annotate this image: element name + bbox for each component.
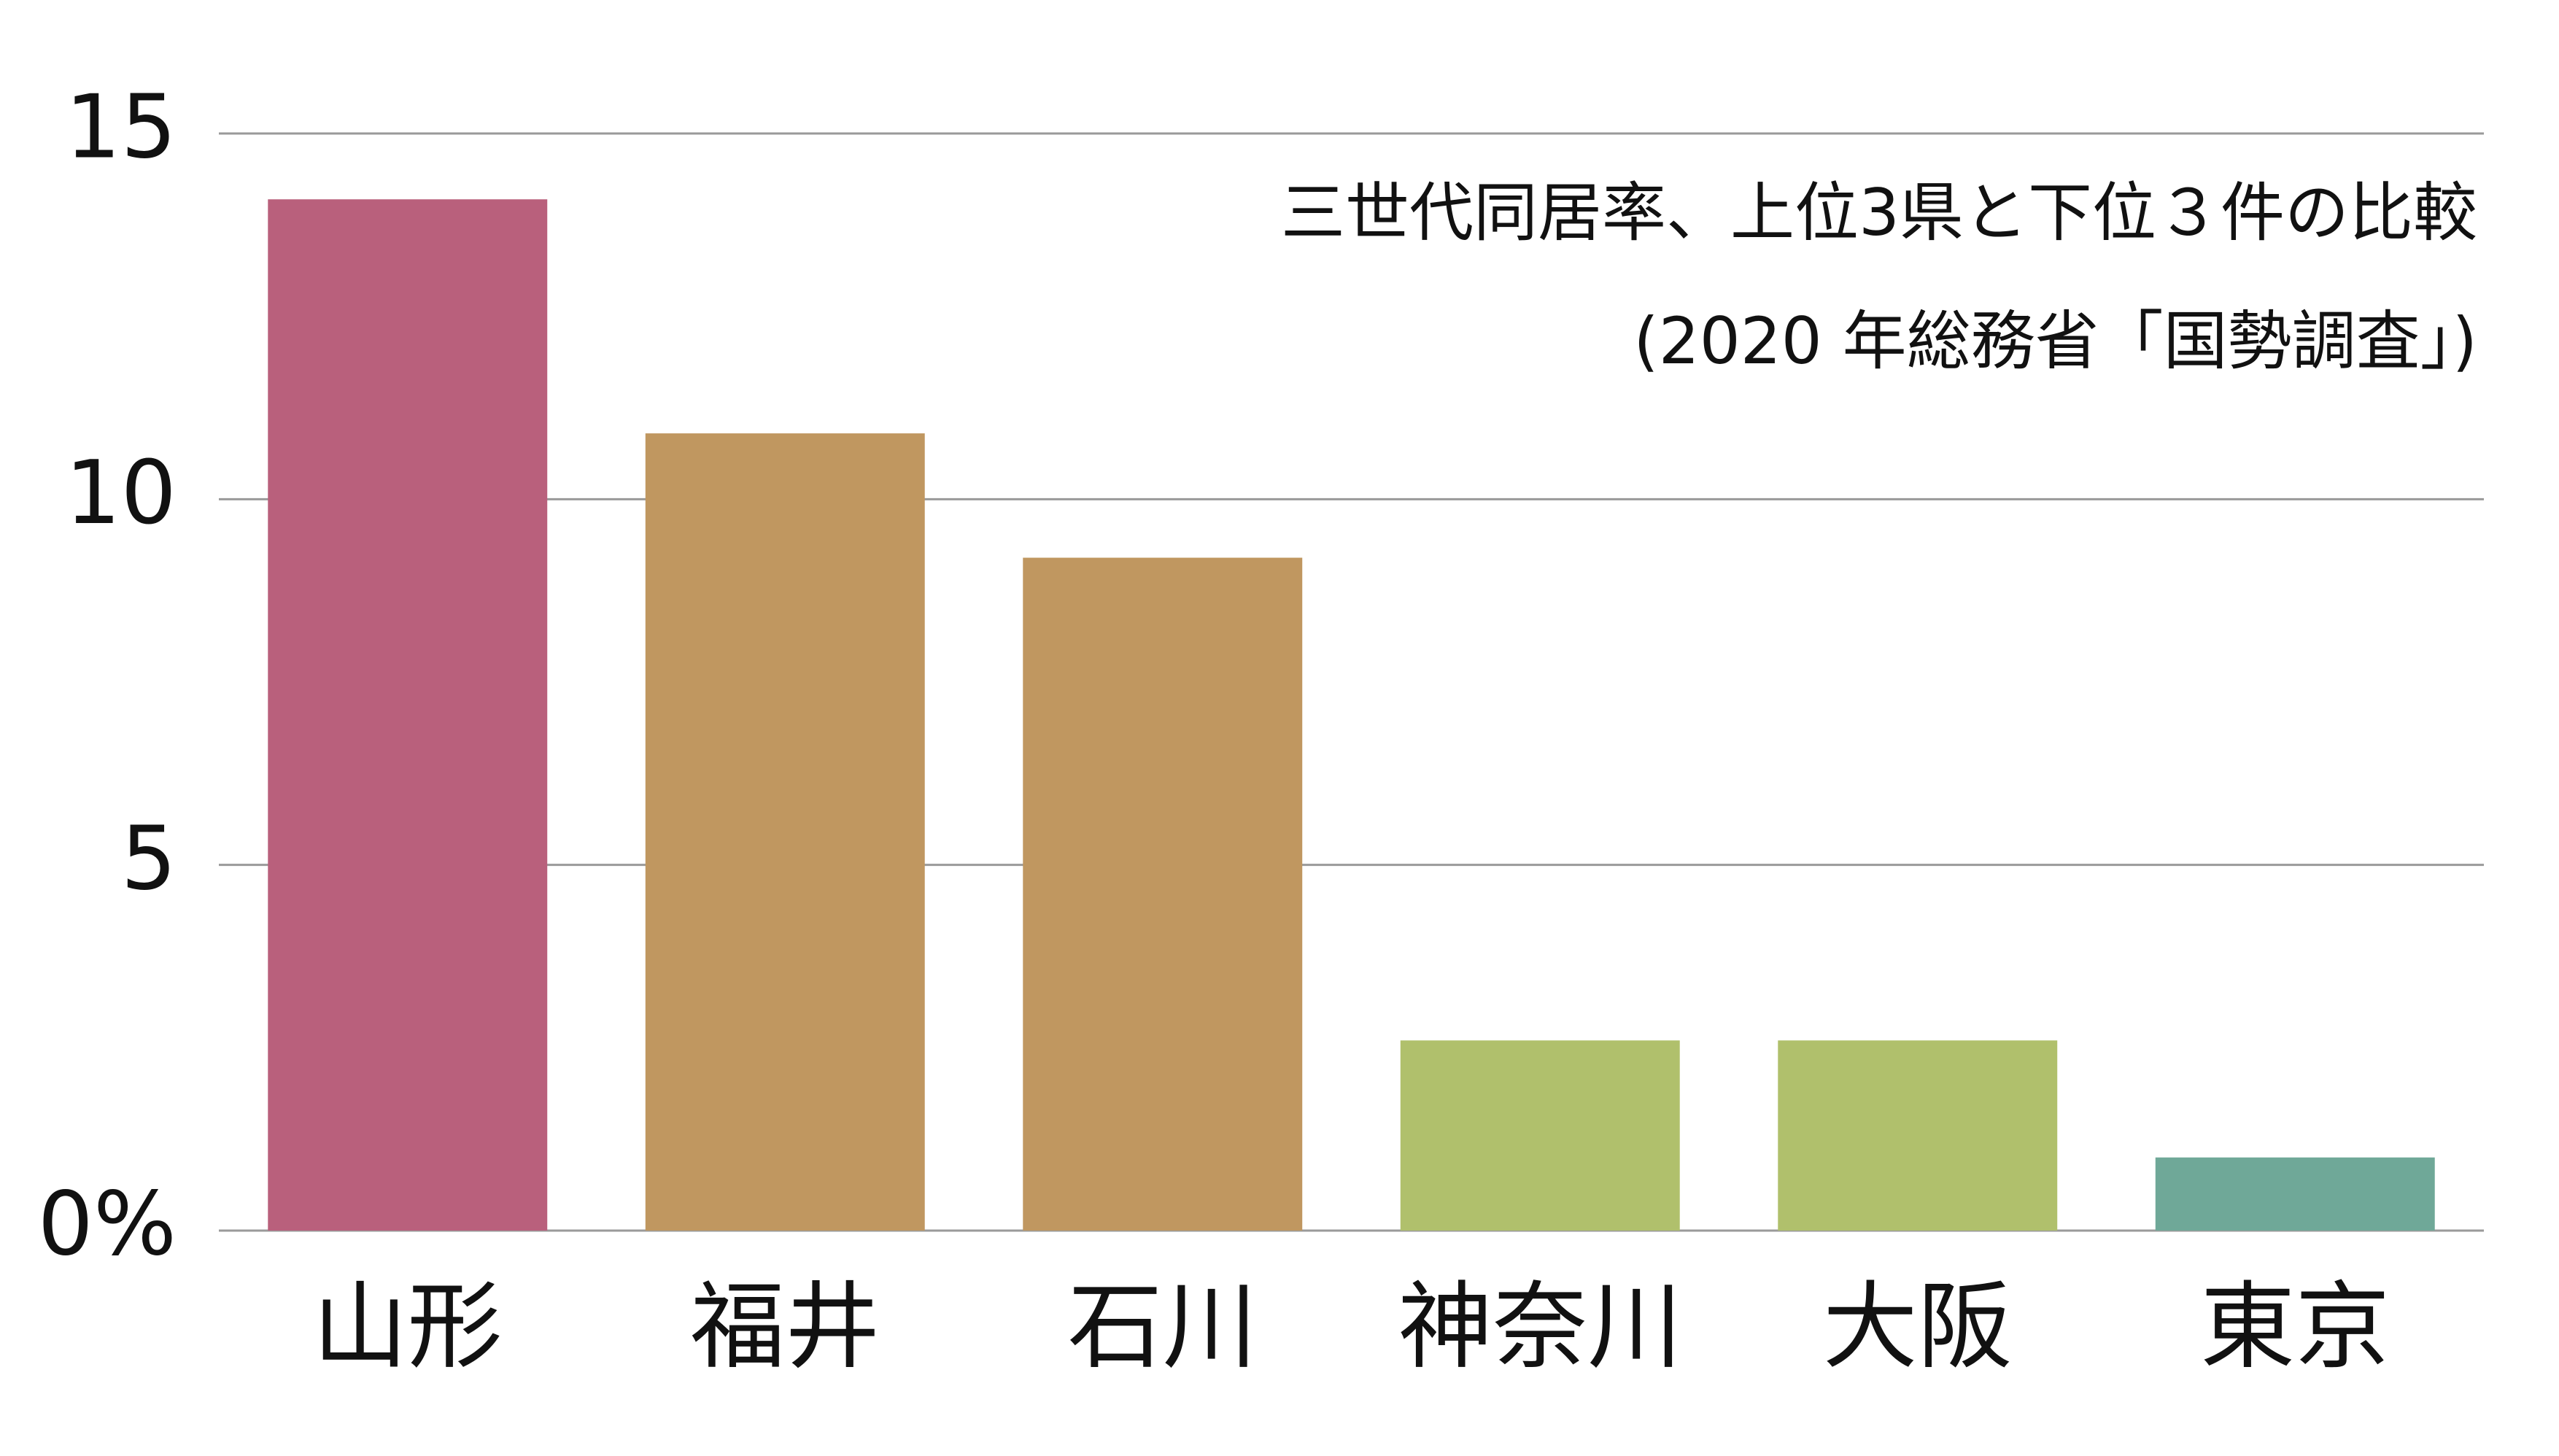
y-tick-label: 10 bbox=[65, 443, 177, 544]
y-tick-label: 15 bbox=[65, 77, 177, 179]
x-tick-label: 大阪 bbox=[1823, 1271, 2013, 1382]
x-tick-label: 東京 bbox=[2200, 1271, 2390, 1382]
x-tick-label: 山形 bbox=[313, 1271, 503, 1382]
bar bbox=[268, 199, 548, 1231]
bar bbox=[1778, 1040, 2058, 1231]
bar bbox=[2155, 1157, 2435, 1231]
bar bbox=[1400, 1040, 1680, 1231]
y-tick-label: 0% bbox=[38, 1174, 177, 1276]
chart-subtitle: (2020 年総務省「国勢調査」) bbox=[1633, 303, 2477, 379]
x-tick-label: 神奈川 bbox=[1398, 1271, 1682, 1382]
x-tick-label: 福井 bbox=[690, 1271, 880, 1382]
bar bbox=[645, 433, 925, 1231]
y-tick-label: 5 bbox=[121, 808, 177, 910]
bar bbox=[1023, 557, 1303, 1231]
x-tick-label: 石川 bbox=[1068, 1271, 1258, 1382]
chart-title: 三世代同居率、上位3県と下位３件の比較 bbox=[1281, 175, 2477, 250]
